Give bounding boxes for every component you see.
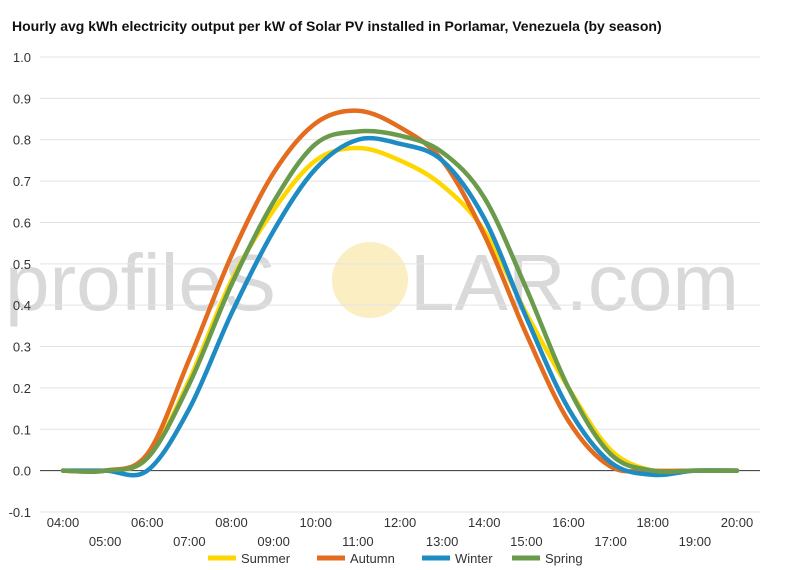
x-tick-label: 10:00 [299, 515, 332, 530]
x-tick-label: 16:00 [552, 515, 585, 530]
x-tick-label: 15:00 [510, 534, 543, 549]
legend-label: Spring [545, 551, 583, 566]
x-tick-label: 04:00 [47, 515, 80, 530]
legend-item-autumn: Autumn [317, 551, 395, 566]
x-tick-label: 11:00 [342, 534, 374, 549]
legend: Summer Autumn Winter Spring [208, 551, 583, 566]
series-line-autumn [60, 108, 740, 475]
x-tick-label: 18:00 [636, 515, 669, 530]
legend-item-winter: Winter [422, 551, 493, 566]
legend-label: Winter [455, 551, 493, 566]
series-line-spring [60, 128, 740, 475]
y-tick-label: 0.2 [13, 381, 31, 396]
x-axis: 04:00 05:00 06:00 07:00 08:00 09:00 10:00 11:00… [47, 515, 754, 549]
legend-label: Autumn [350, 551, 395, 566]
y-tick-label: 0.5 [13, 257, 31, 272]
watermark-sun-icon [332, 242, 408, 318]
y-tick-label: 0.6 [13, 215, 31, 230]
y-tick-label: 0.3 [13, 340, 31, 355]
y-tick-label: 0.0 [13, 464, 31, 479]
y-tick-label: 0.9 [13, 91, 31, 106]
y-tick-label: 0.8 [13, 133, 31, 148]
legend-label: Summer [241, 551, 291, 566]
y-tick-label: 0.4 [13, 298, 31, 313]
y-tick-label: -0.1 [9, 505, 31, 520]
y-tick-label: 0.1 [13, 422, 31, 437]
x-tick-label: 07:00 [173, 534, 206, 549]
x-tick-label: 19:00 [679, 534, 712, 549]
chart-title: Hourly avg kWh electricity output per kW… [12, 18, 662, 34]
x-tick-label: 20:00 [721, 515, 754, 530]
series-lines [60, 108, 740, 478]
x-tick-label: 12:00 [384, 515, 417, 530]
watermark: profileS LAR.com [5, 238, 739, 327]
x-tick-label: 17:00 [594, 534, 627, 549]
legend-item-spring: Spring [512, 551, 583, 566]
x-tick-label: 08:00 [215, 515, 248, 530]
y-tick-label: 0.7 [13, 174, 31, 189]
x-tick-label: 06:00 [131, 515, 164, 530]
x-tick-label: 05:00 [89, 534, 122, 549]
series-line-winter [60, 135, 740, 478]
legend-item-summer: Summer [208, 551, 291, 566]
x-tick-label: 09:00 [257, 534, 290, 549]
x-tick-label: 13:00 [426, 534, 459, 549]
y-tick-label: 1.0 [13, 50, 31, 65]
x-tick-label: 14:00 [468, 515, 501, 530]
watermark-text-right: LAR.com [410, 238, 739, 327]
